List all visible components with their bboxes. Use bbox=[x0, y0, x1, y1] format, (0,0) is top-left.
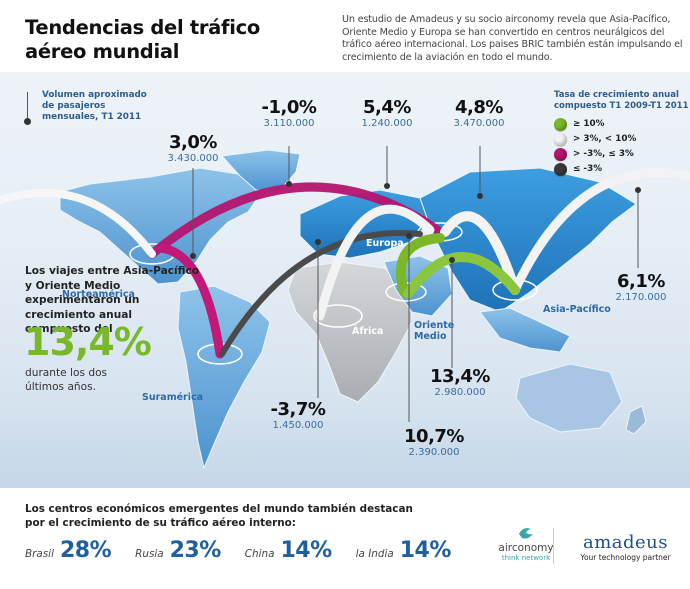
legend-item-magenta: > -3%, ≤ 3% bbox=[554, 147, 689, 162]
stat-asia-middle-east: 13,4% 2.980.000 bbox=[430, 366, 490, 399]
bric-value-china: 14% bbox=[280, 538, 332, 563]
bric-value-rusia: 23% bbox=[169, 538, 222, 563]
arc-middle-east-europe bbox=[395, 233, 445, 297]
page-title: Tendencias del tráfico aéreo mundial bbox=[25, 16, 260, 64]
title-line-1: Tendencias del tráfico bbox=[25, 16, 260, 39]
world-map bbox=[0, 146, 690, 470]
arc-europe-asia bbox=[440, 211, 520, 295]
logo-divider bbox=[553, 528, 554, 564]
new-zealand-shape bbox=[625, 405, 647, 435]
region-label-asia-pacific: Asia-Pacífico bbox=[543, 304, 611, 315]
region-label-south-america: Suramérica bbox=[142, 392, 204, 403]
region-label-africa: África bbox=[352, 326, 384, 337]
stat-sa-europe: -3,7% 1.450.000 bbox=[270, 399, 326, 432]
callout-tail: durante los dos últimos años. bbox=[25, 367, 108, 393]
callout-big-value: 13,4% bbox=[24, 320, 152, 364]
bric-stats: Brasil 28% Rusia 23% China 14% la India … bbox=[25, 538, 475, 563]
bric-country-india: la India bbox=[355, 548, 394, 560]
leader-dots bbox=[190, 181, 641, 263]
legend-item-white: > 3%, < 10% bbox=[554, 132, 689, 147]
region-label-north-america: Norteamérica bbox=[62, 289, 135, 300]
legend-item-green: ≥ 10% bbox=[554, 117, 689, 132]
arc-north-south-america bbox=[155, 243, 225, 359]
world-map-panel: Volumen aproximado de pasajeros mensuale… bbox=[0, 72, 690, 488]
callout-text: Los viajes entre Asia-Pacífico y Oriente… bbox=[25, 265, 200, 335]
volume-legend-dot bbox=[24, 118, 31, 125]
bric-country-china: China bbox=[244, 548, 275, 560]
intro-paragraph: Un estudio de Amadeus y su socio aircono… bbox=[342, 14, 683, 63]
region-label-europe: Europa bbox=[366, 238, 404, 249]
hub-ring-africa bbox=[313, 304, 363, 328]
airconomy-bird-icon bbox=[519, 528, 533, 539]
dark-dot-icon bbox=[554, 163, 567, 176]
region-label-middle-east: Oriente Medio bbox=[414, 320, 455, 342]
arc-asia-pacific-out bbox=[510, 168, 690, 295]
bric-intro-text: Los centros económicos emergentes del mu… bbox=[25, 503, 413, 529]
title-line-2: aéreo mundial bbox=[25, 40, 180, 63]
amadeus-logo: amadeus Your technology partner bbox=[580, 532, 671, 563]
magenta-dot-icon bbox=[554, 148, 567, 161]
leader-lines bbox=[192, 146, 639, 422]
volume-legend-label: Volumen aproximado de pasajeros mensuale… bbox=[42, 90, 147, 122]
australia-shape bbox=[515, 363, 623, 433]
bric-country-rusia: Rusia bbox=[135, 548, 164, 560]
bric-country-brasil: Brasil bbox=[25, 548, 54, 560]
stat-europe-asia: 4,8% 3.470.000 bbox=[453, 97, 505, 130]
southeast-asia-shape bbox=[479, 307, 571, 353]
legend-item-dark: ≤ -3% bbox=[554, 162, 689, 177]
legend-title-2: compuesto T1 2009-T1 2011 bbox=[554, 101, 689, 111]
arc-south-america-europe bbox=[219, 230, 423, 357]
stat-asia-pacific: 6,1% 2.170.000 bbox=[615, 271, 667, 304]
airconomy-logo: airconomy think network bbox=[492, 526, 560, 563]
bric-value-brasil: 28% bbox=[59, 538, 112, 563]
bric-value-india: 14% bbox=[399, 538, 452, 563]
stat-middle-east-europe: 10,7% 2.390.000 bbox=[404, 426, 464, 459]
arc-africa-europe bbox=[315, 204, 435, 321]
legend-title-1: Tasa de crecimiento anual bbox=[554, 90, 679, 100]
stat-africa-europe: 5,4% 1.240.000 bbox=[361, 97, 413, 130]
stat-na-sa: -1,0% 3.110.000 bbox=[261, 97, 317, 130]
white-dot-icon bbox=[554, 133, 567, 146]
green-dot-icon bbox=[554, 118, 567, 131]
arc-north-america-west bbox=[0, 188, 156, 258]
north-america-shape bbox=[59, 167, 263, 285]
arc-middle-east-asia bbox=[403, 252, 520, 299]
growth-rate-legend: Tasa de crecimiento anual compuesto T1 2… bbox=[554, 90, 689, 177]
stat-na-europe: 3,0% 3.430.000 bbox=[167, 132, 219, 165]
volume-legend-line bbox=[27, 92, 28, 120]
